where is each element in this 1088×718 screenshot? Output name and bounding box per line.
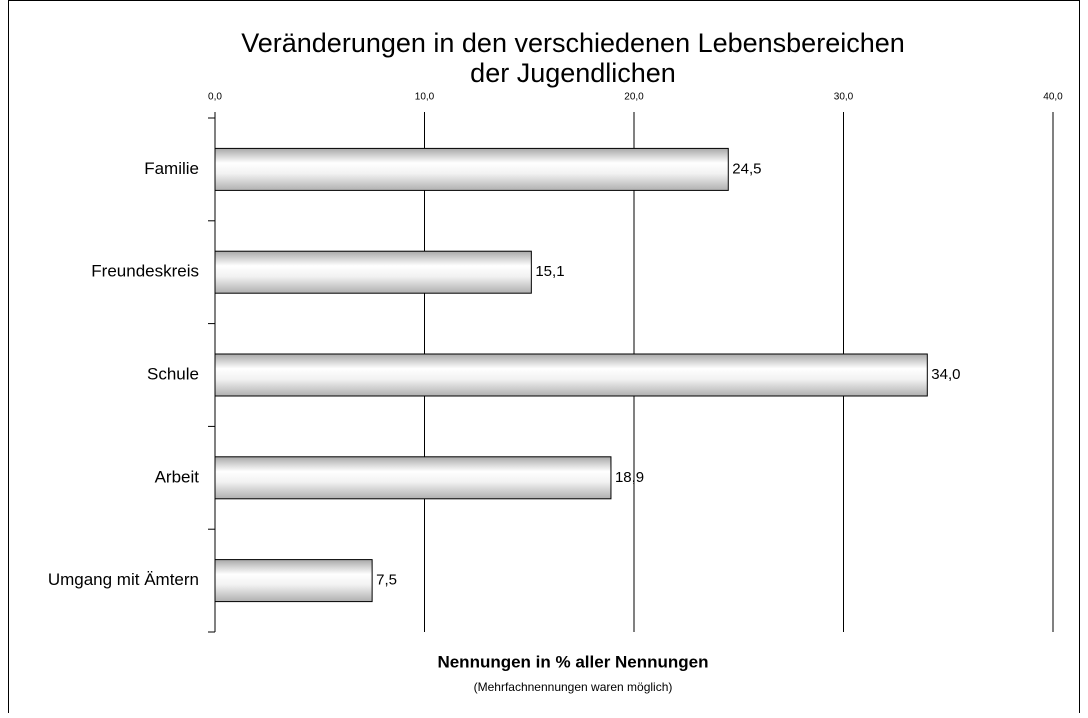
data-label: 24,5: [732, 160, 761, 177]
x-tick-label: 30,0: [834, 92, 854, 103]
x-axis-note: (Mehrfachnennungen waren möglich): [474, 680, 673, 694]
bar: [214, 456, 612, 500]
y-tick-label: Familie: [144, 159, 199, 178]
data-label: 34,0: [931, 366, 960, 383]
chart-frame: [8, 0, 1080, 718]
y-tick-label: Freundeskreis: [91, 262, 199, 281]
bar: [214, 353, 928, 397]
x-axis-label: Nennungen in % aller Nennungen: [437, 652, 708, 671]
data-label: 15,1: [535, 263, 564, 280]
x-tick-label: 10,0: [415, 92, 435, 103]
data-label: 18,9: [615, 469, 644, 486]
bar: [214, 147, 729, 191]
chart-title: der Jugendlichen: [470, 58, 676, 88]
x-tick-label: 0,0: [208, 92, 222, 103]
data-label: 7,5: [376, 572, 397, 589]
x-tick-label: 20,0: [624, 92, 644, 103]
bar: [214, 559, 373, 603]
y-tick-label: Schule: [147, 364, 199, 383]
x-tick-label: 40,0: [1043, 92, 1063, 103]
y-tick-label: Arbeit: [155, 467, 200, 486]
y-tick-label: Umgang mit Ämtern: [48, 570, 199, 589]
bar: [214, 250, 532, 294]
chart-title: Veränderungen in den verschiedenen Leben…: [241, 28, 905, 58]
